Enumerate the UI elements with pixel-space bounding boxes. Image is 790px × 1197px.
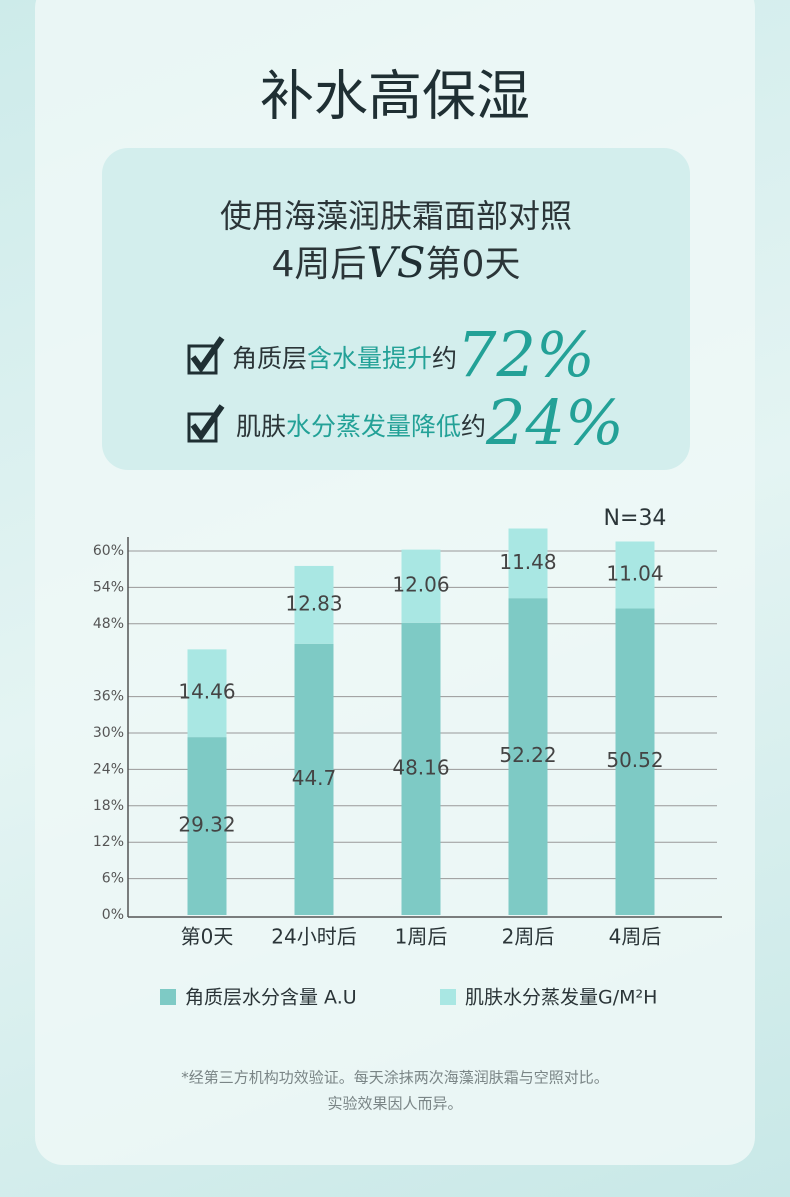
claim: 肌肤水分蒸发量降低约24% — [236, 386, 624, 459]
intro-compare: 4周后VS第0天 — [272, 238, 521, 287]
intro-before: 4周后 — [272, 244, 367, 285]
value-label: 48.16 — [392, 755, 449, 779]
claim-approx: 约 — [461, 412, 486, 441]
annotation: N=34 — [604, 506, 667, 531]
legend-swatch — [440, 989, 456, 1005]
intro-after: 第0天 — [426, 244, 521, 285]
value-label: 12.06 — [392, 573, 449, 597]
check-icon — [187, 336, 225, 375]
bar-segment — [401, 549, 441, 623]
claim: 角质层含水量提升约72% — [232, 318, 595, 391]
y-tick-label: 30% — [93, 725, 124, 741]
x-tick-label: 2周后 — [502, 925, 555, 949]
legend-swatch — [160, 989, 176, 1005]
claim-prefix: 肌肤 — [236, 412, 286, 441]
y-tick-label: 48% — [93, 616, 124, 632]
claim-box — [102, 148, 690, 470]
claim-prefix: 角质层 — [232, 344, 307, 373]
value-label: 52.22 — [499, 743, 556, 767]
x-tick-label: 1周后 — [395, 925, 448, 949]
title: 补水高保湿 — [260, 65, 530, 128]
y-tick-label: 6% — [102, 871, 124, 887]
value-label: 11.04 — [606, 561, 663, 585]
claim-highlight: 含水量提升 — [307, 344, 432, 373]
y-tick-label: 36% — [93, 689, 124, 705]
y-tick-label: 12% — [93, 834, 124, 850]
bar-segment — [401, 622, 441, 915]
claim-figure: 72% — [457, 318, 595, 391]
x-tick-label: 4周后 — [609, 925, 662, 949]
claim-approx: 约 — [432, 344, 457, 373]
y-tick-label: 24% — [93, 761, 124, 777]
intro-vs: VS — [366, 238, 425, 287]
bar-segment — [187, 649, 227, 738]
value-label: 14.46 — [178, 680, 235, 704]
legend-label: 角质层水分含量 A.U — [185, 987, 357, 1009]
y-tick-label: 60% — [93, 543, 124, 559]
legend-label: 肌肤水分蒸发量G/M²H — [465, 987, 657, 1009]
claim-highlight: 水分蒸发量降低 — [286, 412, 461, 441]
bar-segment — [294, 643, 334, 915]
bar-segment — [294, 565, 334, 644]
value-label: 11.48 — [499, 550, 556, 574]
chart: 0% 6% 12% 18% 24% 30% 36% 48% 54% 60% 第0天 29.32 14.4… — [93, 528, 722, 1009]
bar-segment — [187, 737, 227, 915]
y-tick-label: 18% — [93, 798, 124, 814]
claim-figure: 24% — [485, 386, 624, 459]
footnote: 实验效果因人而异。 — [327, 1095, 462, 1113]
bar-segment — [508, 598, 548, 915]
intro-line: 使用海藻润肤霜面部对照 — [220, 197, 572, 235]
footnote: *经第三方机构功效验证。每天涂抹两次海藻润肤霜与空照对比。 — [181, 1069, 609, 1087]
check-icon — [187, 404, 225, 443]
bar-segment — [615, 541, 655, 609]
bar-segment — [508, 528, 548, 599]
x-tick-label: 第0天 — [181, 925, 234, 949]
value-label: 50.52 — [606, 748, 663, 772]
x-tick-label: 24小时后 — [271, 925, 356, 949]
y-tick-label: 54% — [93, 579, 124, 595]
y-tick-label: 0% — [102, 907, 124, 923]
value-label: 12.83 — [285, 591, 342, 615]
value-label: 44.7 — [292, 766, 337, 790]
bar-segment — [615, 608, 655, 915]
value-label: 29.32 — [178, 813, 235, 837]
